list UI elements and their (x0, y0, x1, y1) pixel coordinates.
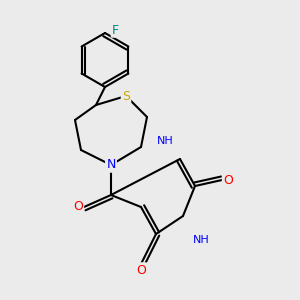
Text: F: F (112, 23, 119, 37)
Text: N: N (106, 158, 116, 172)
Text: O: O (223, 173, 233, 187)
Text: S: S (122, 89, 130, 103)
Text: O: O (136, 263, 146, 277)
Text: NH: NH (157, 136, 173, 146)
Text: NH: NH (193, 235, 209, 245)
Text: O: O (73, 200, 83, 214)
